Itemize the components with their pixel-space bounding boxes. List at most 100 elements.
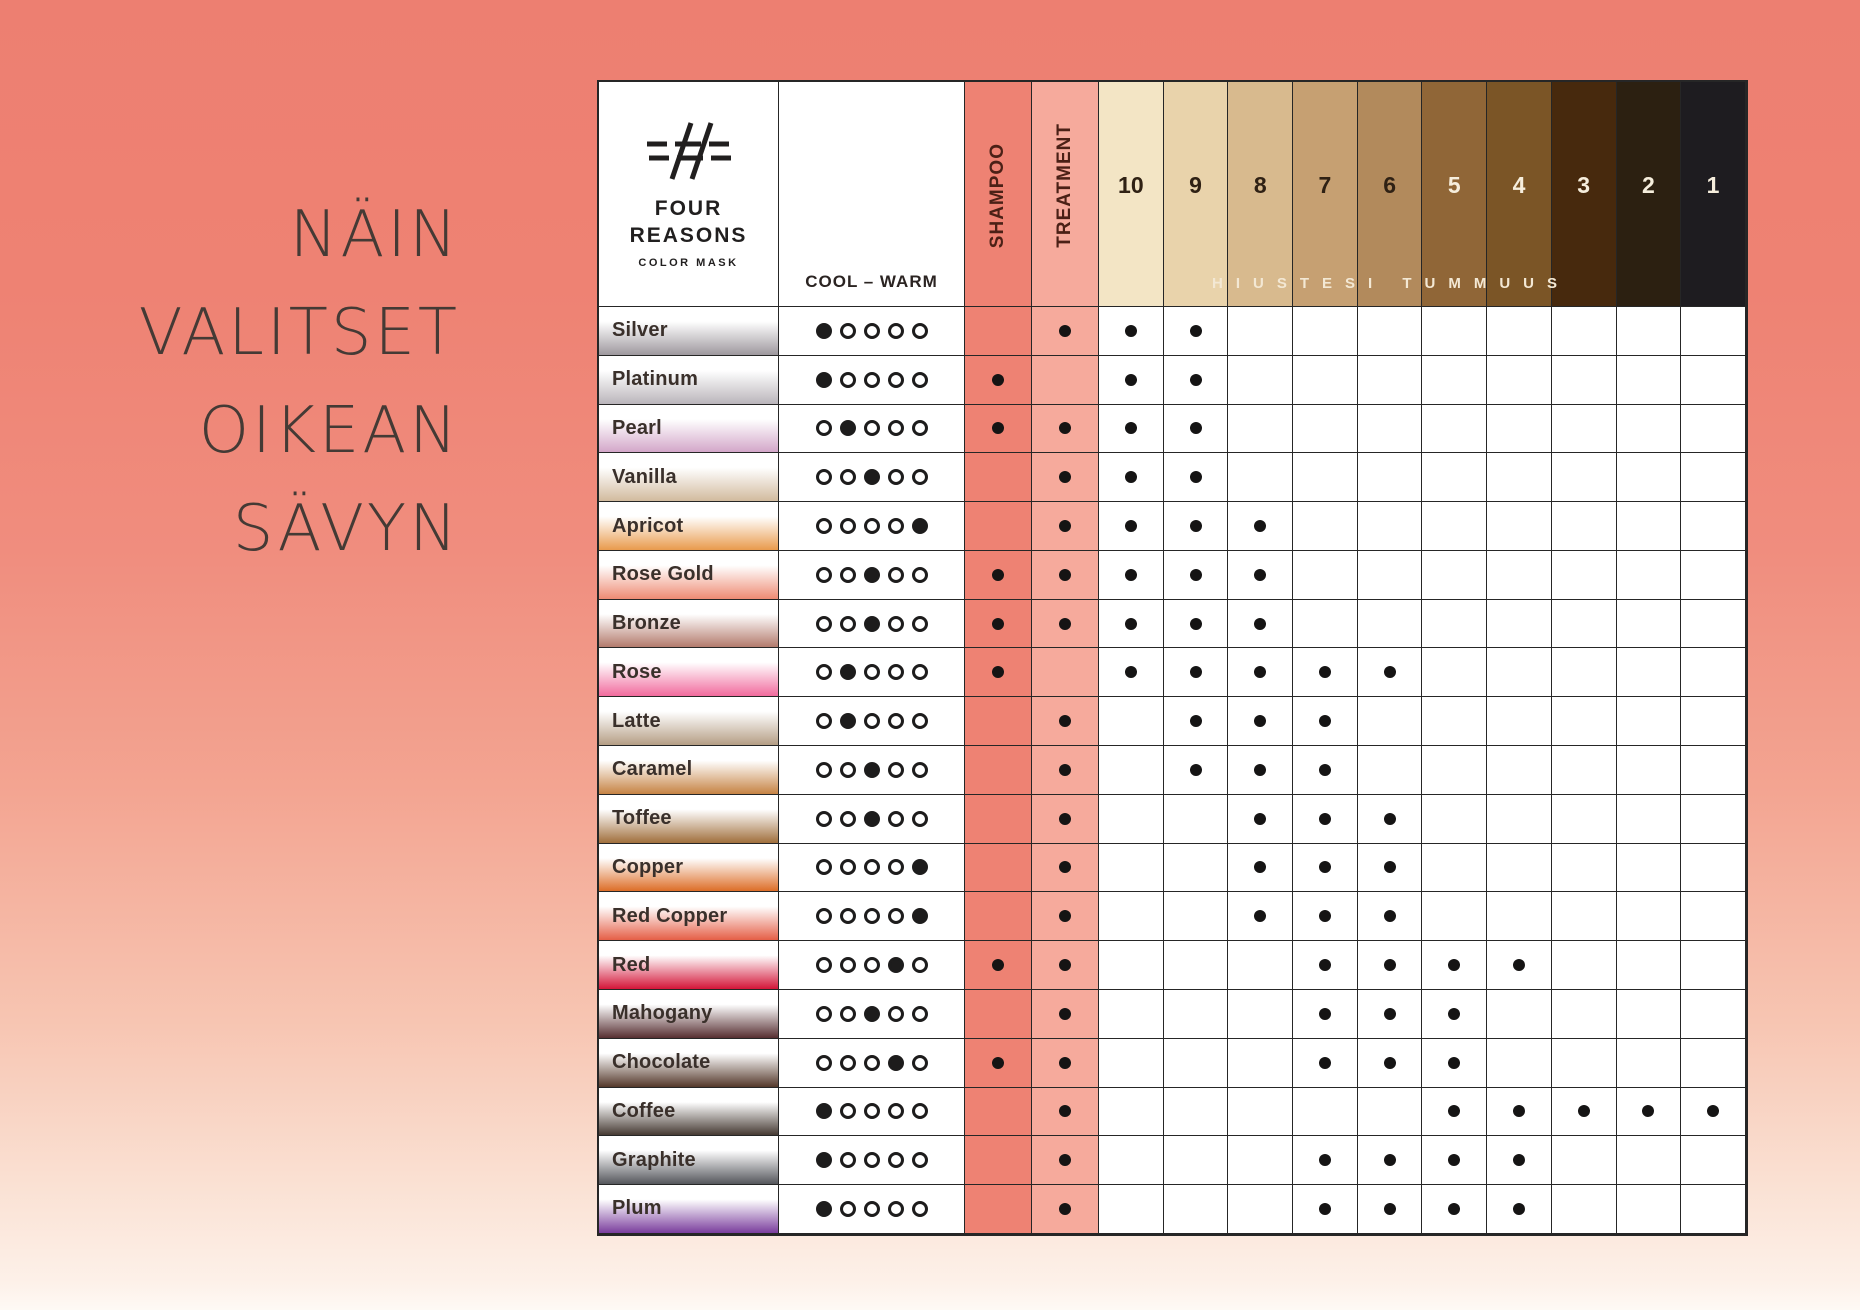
level-cell-10 (1099, 307, 1164, 356)
level-cell-4 (1487, 1185, 1552, 1234)
page-title: NÄIN VALITSET OIKEAN SÄVYN (40, 186, 460, 578)
shade-row-label-vanilla: Vanilla (599, 453, 779, 503)
level-cell-10 (1099, 599, 1164, 649)
treatment-cell (1032, 1185, 1099, 1234)
level-cell-9 (1163, 307, 1229, 356)
level-match-dot (1383, 812, 1396, 825)
level-cell-5 (1422, 843, 1488, 893)
shade-name: Caramel (612, 758, 693, 781)
brand-name-reasons: REASONS (629, 224, 748, 247)
level-cell-3 (1551, 1136, 1617, 1186)
level-cell-1 (1681, 697, 1746, 747)
cool-warm-dot-filled (863, 1005, 880, 1022)
cool-warm-dots (779, 843, 965, 893)
level-match-dot (1254, 520, 1267, 533)
level-cell-10 (1099, 843, 1164, 893)
level-cell-2 (1616, 1136, 1682, 1186)
cool-warm-dots (779, 892, 965, 942)
cool-warm-dot-empty (911, 761, 928, 778)
level-cell-1 (1681, 892, 1746, 942)
level-cell-1 (1681, 794, 1746, 844)
level-match-dot (1254, 568, 1267, 581)
level-cell-10 (1099, 746, 1164, 795)
level-match-dot (1254, 715, 1267, 728)
treatment-cell (1032, 843, 1099, 893)
cool-warm-dot-empty (839, 1152, 856, 1169)
level-cell-5 (1422, 599, 1488, 649)
cool-warm-dot-empty (839, 1103, 856, 1120)
level-cell-10 (1099, 1136, 1164, 1186)
shade-name: Vanilla (612, 465, 677, 488)
cool-warm-dot-empty (887, 1005, 904, 1022)
level-cell-5 (1422, 697, 1488, 747)
cool-warm-dot-empty (815, 615, 832, 632)
level-cell-7 (1293, 1185, 1358, 1234)
level-cell-8 (1228, 1185, 1294, 1234)
level-number: 5 (1447, 171, 1461, 198)
level-number: 2 (1641, 171, 1655, 198)
level-cell-6 (1357, 892, 1423, 942)
cool-warm-dots (779, 1038, 965, 1088)
level-match-dot (1512, 1154, 1525, 1167)
level-match-dot (1318, 763, 1331, 776)
level-cell-6 (1357, 502, 1423, 551)
level-cell-1 (1681, 1136, 1746, 1186)
cool-warm-dot-empty (911, 566, 928, 583)
level-match-dot (1189, 617, 1202, 630)
level-number: 7 (1318, 171, 1332, 198)
level-cell-7 (1293, 892, 1358, 942)
cool-warm-dot-empty (887, 518, 904, 535)
level-cell-1 (1681, 941, 1746, 990)
shade-row-label-chocolate: Chocolate (599, 1038, 779, 1088)
level-cell-8 (1228, 794, 1294, 844)
shade-name: Latte (612, 709, 661, 732)
level-match-dot (1124, 666, 1137, 679)
treatment-cell (1032, 794, 1099, 844)
cool-warm-dot-empty (887, 1103, 904, 1120)
shampoo-cell (965, 843, 1032, 893)
shade-row-label-mahogany: Mahogany (599, 989, 779, 1039)
level-match-dot (1383, 1056, 1396, 1069)
level-header-3: 3 (1551, 82, 1617, 307)
level-cell-7 (1293, 502, 1358, 551)
level-cell-9 (1163, 697, 1229, 747)
cool-warm-dot-empty (911, 1200, 928, 1217)
cool-warm-dot-empty (815, 908, 832, 925)
cool-warm-dot-empty (839, 615, 856, 632)
treatment-cell (1032, 1136, 1099, 1186)
level-match-dot (1512, 1202, 1525, 1215)
level-match-dot (1642, 1105, 1655, 1118)
level-cell-2 (1616, 1038, 1682, 1088)
cool-warm-dot-empty (839, 957, 856, 974)
cool-warm-dot-empty (911, 1152, 928, 1169)
level-match-dot (1383, 666, 1396, 679)
page-title-line: NÄIN (289, 198, 460, 272)
level-cell-10 (1099, 892, 1164, 942)
level-cell-8 (1228, 1087, 1294, 1137)
level-cell-8 (1228, 843, 1294, 893)
level-match-dot (1254, 666, 1267, 679)
cool-warm-dot-empty (863, 1200, 880, 1217)
level-cell-9 (1163, 794, 1229, 844)
level-cell-3 (1551, 941, 1617, 990)
level-match-dot (1124, 373, 1137, 386)
shade-name: Toffee (612, 807, 672, 830)
shampoo-cell (965, 1087, 1032, 1137)
cool-warm-dot-filled (815, 322, 832, 339)
level-cell-6 (1357, 648, 1423, 698)
shade-name: Coffee (612, 1099, 676, 1122)
shade-name: Red Copper (612, 904, 728, 927)
level-match-dot (1254, 763, 1267, 776)
cool-warm-column-header: COOL – WARM (779, 82, 965, 307)
level-match-dot (1318, 861, 1331, 874)
level-match-dot (1318, 910, 1331, 923)
brand-name-four: FOUR (654, 197, 723, 220)
level-cell-5 (1422, 307, 1488, 356)
level-header-10: 10 (1099, 82, 1164, 307)
cool-warm-dot-empty (815, 957, 832, 974)
cool-warm-dot-empty (839, 469, 856, 486)
cool-warm-dot-empty (815, 1005, 832, 1022)
cool-warm-dot-empty (911, 469, 928, 486)
level-cell-4 (1487, 550, 1552, 600)
level-cell-1 (1681, 1185, 1746, 1234)
